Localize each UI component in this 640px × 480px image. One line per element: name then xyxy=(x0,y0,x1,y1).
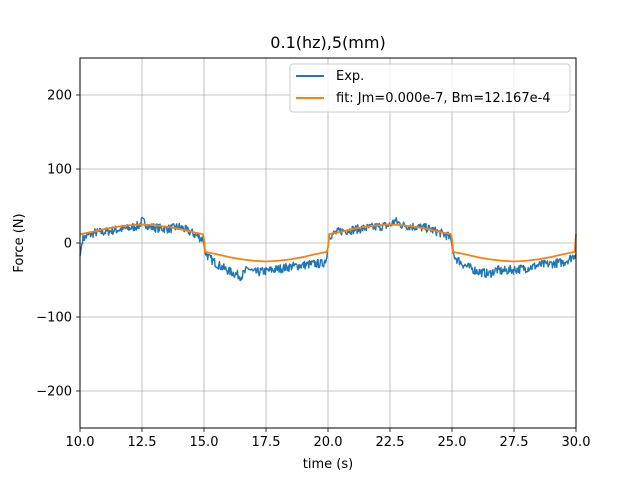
legend-label-fit: fit: Jm=0.000e-7, Bm=12.167e-4 xyxy=(336,91,551,106)
chart-title: 0.1(hz),5(mm) xyxy=(270,33,385,52)
y-tick-label: 100 xyxy=(47,163,72,178)
x-tick-label: 25.0 xyxy=(438,435,467,450)
y-tick-label: 200 xyxy=(47,89,72,104)
x-axis-label: time (s) xyxy=(303,457,353,472)
x-tick-label: 15.0 xyxy=(190,435,219,450)
y-tick-label: −100 xyxy=(36,311,72,326)
y-tick-label: 0 xyxy=(64,237,72,252)
x-tick-label: 12.5 xyxy=(128,435,157,450)
x-tick-label: 22.5 xyxy=(376,435,405,450)
series-line-fit xyxy=(79,223,577,263)
x-tick-label: 10.0 xyxy=(66,435,95,450)
x-tick-label: 20.0 xyxy=(314,435,343,450)
axis-ticks: 10.0 12.5 15.0 17.5 20.0 22.5 25.0 27.5 30.0 −200… xyxy=(36,89,590,451)
x-tick-label: 27.5 xyxy=(500,435,529,450)
legend-label-exp: Exp. xyxy=(336,69,364,84)
y-tick-label: −200 xyxy=(36,385,72,400)
legend: Exp. fit: Jm=0.000e-7, Bm=12.167e-4 xyxy=(289,63,571,113)
legend-box xyxy=(289,63,571,113)
x-tick-label: 30.0 xyxy=(562,435,591,450)
y-axis-label: Force (N) xyxy=(12,213,27,272)
x-tick-label: 17.5 xyxy=(252,435,281,450)
plot-series xyxy=(79,216,577,282)
